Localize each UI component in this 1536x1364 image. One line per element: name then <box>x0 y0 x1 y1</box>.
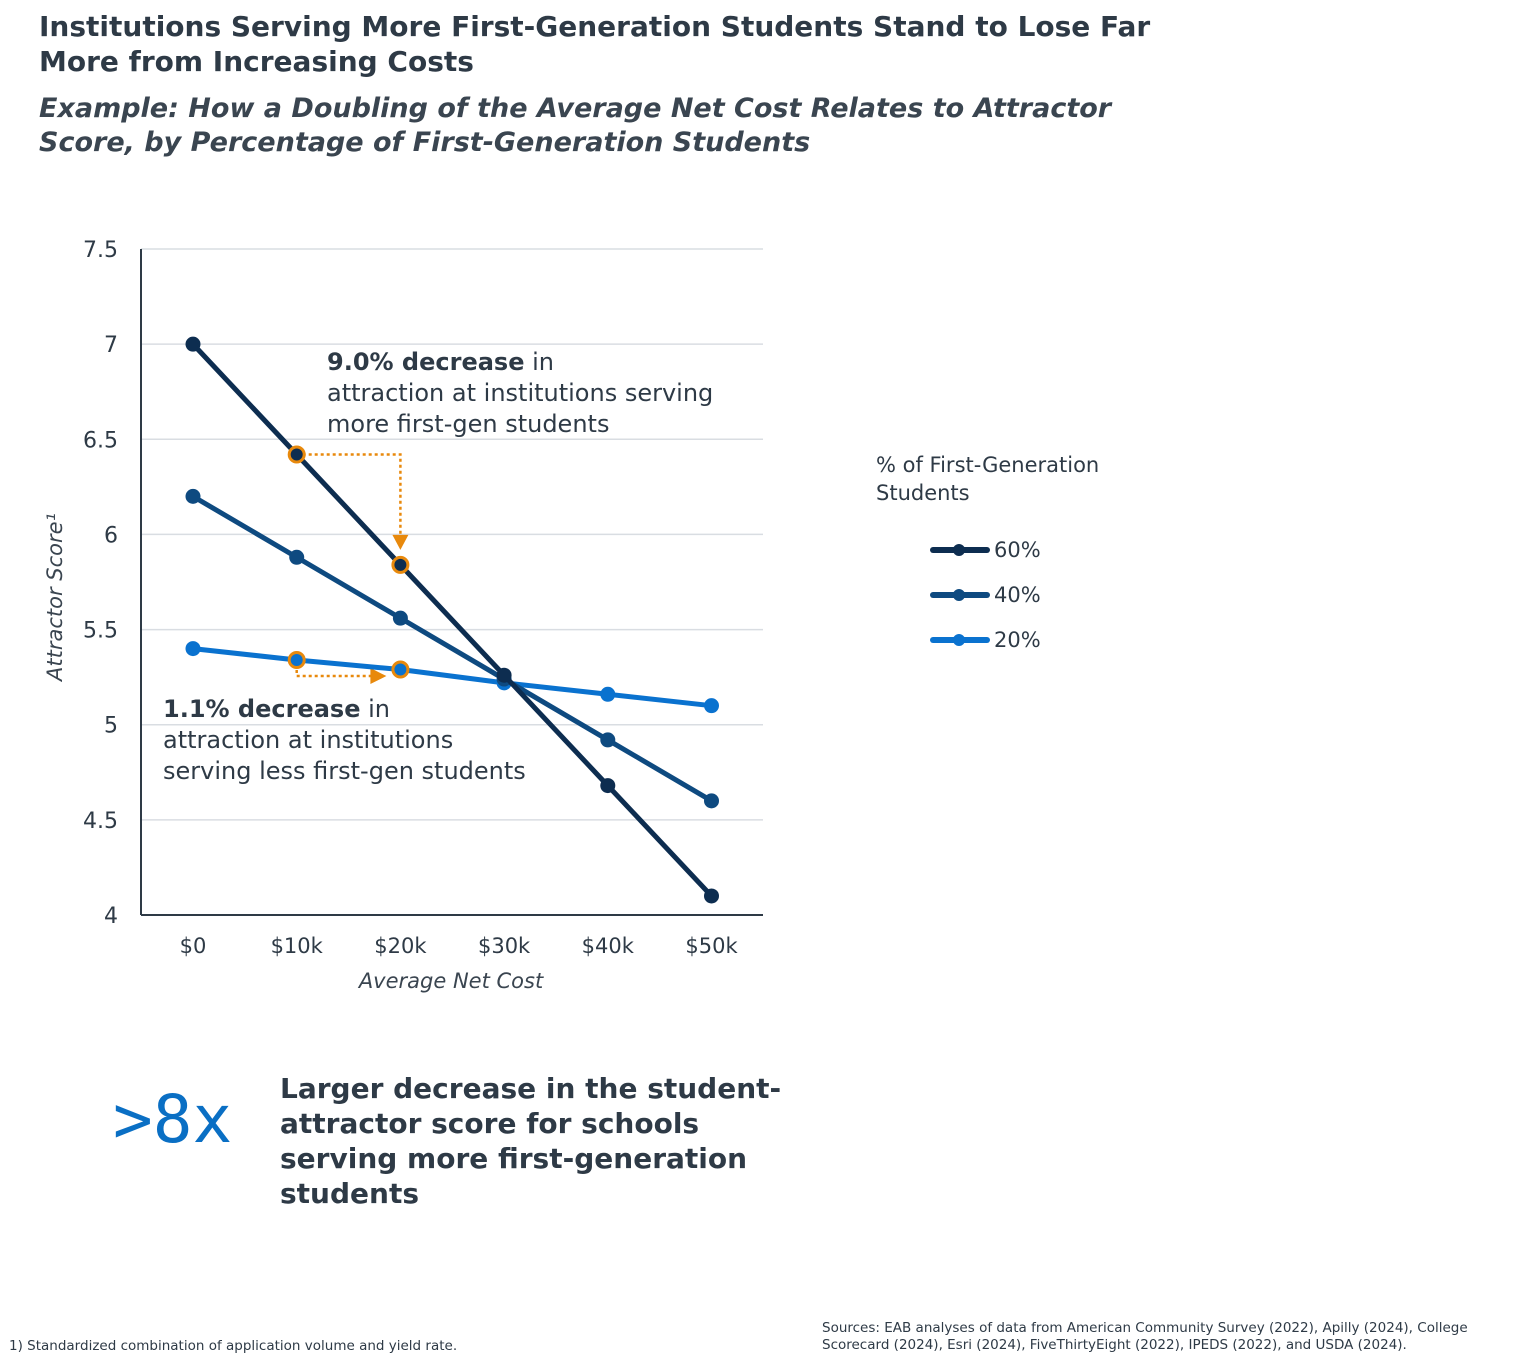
data-point-20 <box>600 686 616 702</box>
annotation-rest: in <box>360 695 390 723</box>
chart-legend: % of First-Generation Students 60% 40% 20% <box>876 451 1136 662</box>
data-point-20 <box>704 698 719 714</box>
tick-labels: 7.5 7 6.5 6 5.5 5 4.5 4 $0 $10k $20k $30k $40k $50k <box>83 238 738 958</box>
data-point-60 <box>496 667 512 683</box>
annotation-line: more first-gen students <box>327 410 609 438</box>
legend-marker <box>953 588 965 601</box>
x-tick-label: $10k <box>271 934 324 958</box>
x-tick-label: $40k <box>582 934 635 958</box>
data-point-60 <box>600 778 616 794</box>
data-point-40 <box>600 732 616 748</box>
x-tick-label: $30k <box>478 934 531 958</box>
stat-value: >8x <box>113 1081 233 1158</box>
annotation-text: 1.1% decrease in attraction at institutio… <box>163 695 526 785</box>
annotation-line: attraction at institutions serving <box>327 379 713 407</box>
legend-label: 20% <box>994 627 1041 652</box>
highlighted-point <box>287 651 306 670</box>
legend-swatch <box>930 633 990 646</box>
stat-description: Larger decrease in the student-attractor… <box>280 1072 782 1210</box>
annotation-text: 9.0% decrease in attraction at institutio… <box>327 348 713 438</box>
legend-marker <box>953 633 965 646</box>
data-point-60 <box>704 888 719 904</box>
y-axis-label: Attractor Score¹ <box>43 513 67 683</box>
legend-label: 40% <box>994 582 1041 607</box>
y-tick-label: 4.5 <box>83 809 118 834</box>
annotation-arrowhead-20 <box>370 668 387 685</box>
annotation-arrow-60 <box>296 453 402 543</box>
gridlines <box>141 248 763 821</box>
y-tick-label: 4 <box>104 904 118 929</box>
attractor-score-line-chart: 7.5 7 6.5 6 5.5 5 4.5 4 $0 $10k $20k $30k $40k $50k 9… <box>43 238 763 993</box>
highlighted-point <box>391 660 410 679</box>
footnote: 1) Standardized combination of applicati… <box>9 1338 458 1354</box>
legend-item-40: 40% <box>930 572 1136 617</box>
y-tick-label: 7.5 <box>83 238 118 263</box>
data-point-40 <box>392 610 408 626</box>
legend-items: 60% 40% 20% <box>930 527 1136 662</box>
highlighted-point <box>391 555 410 574</box>
series-line-20 <box>190 646 714 709</box>
legend-title: % of First-Generation Students <box>876 453 1100 505</box>
y-tick-label: 5.5 <box>83 619 118 644</box>
annotation-line: serving less first-gen students <box>163 757 526 785</box>
annotation-arrow-20 <box>295 670 373 678</box>
x-tick-label: $20k <box>374 934 427 958</box>
series-line-40 <box>190 493 714 804</box>
data-point-60 <box>185 336 201 352</box>
annotation-bold: 1.1% decrease <box>163 695 360 723</box>
legend-swatch <box>930 543 990 556</box>
data-point-40 <box>185 488 201 504</box>
series-line-60 <box>190 341 714 899</box>
page-title: Institutions Serving More First-Generati… <box>39 10 1151 78</box>
y-tick-label: 7 <box>104 333 118 358</box>
x-axis-label: Average Net Cost <box>357 969 544 993</box>
page-subtitle: Example: How a Doubling of the Average N… <box>39 93 1112 158</box>
x-tick-label: $0 <box>180 934 207 958</box>
annotation-bold: 9.0% decrease <box>327 348 524 376</box>
data-point-40 <box>704 793 719 809</box>
legend-item-20: 20% <box>930 617 1136 662</box>
sources-note: Sources: EAB analyses of data from Ameri… <box>822 1320 1468 1353</box>
annotation-arrowhead-60 <box>392 534 409 550</box>
annotation-rest: in <box>524 348 554 376</box>
y-tick-label: 5 <box>104 714 118 739</box>
annotation-texts: 9.0% decrease in attraction at institutio… <box>163 348 713 785</box>
legend-label: 60% <box>994 537 1041 562</box>
y-tick-label: 6 <box>104 523 118 548</box>
data-point-20 <box>185 641 201 657</box>
legend-item-60: 60% <box>930 527 1136 572</box>
legend-swatch <box>930 588 990 601</box>
legend-marker <box>953 543 965 556</box>
highlighted-point <box>287 445 306 464</box>
axes <box>140 249 763 916</box>
y-tick-label: 6.5 <box>83 428 118 453</box>
annotation-line: attraction at institutions <box>163 726 453 754</box>
data-point-40 <box>289 549 305 565</box>
highlighted-points <box>287 445 410 679</box>
annotation-arrows <box>295 453 409 685</box>
x-tick-label: $50k <box>685 934 738 958</box>
